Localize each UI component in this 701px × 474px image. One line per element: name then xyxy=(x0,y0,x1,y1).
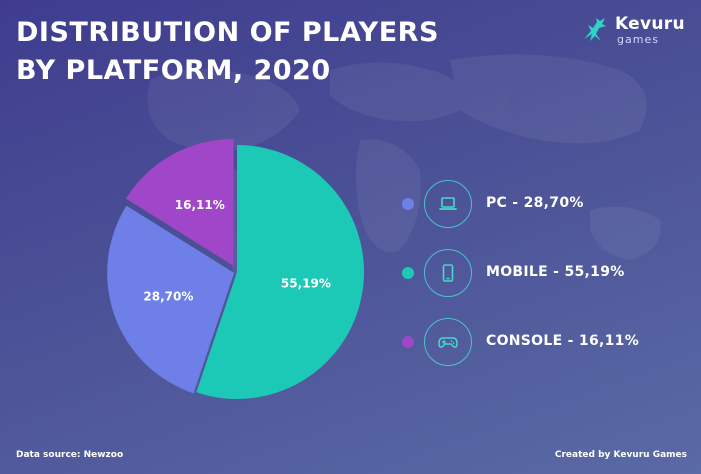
gamepad-icon xyxy=(438,337,458,348)
legend-label-pc: PC - 28,70% xyxy=(486,195,584,211)
legend-item-mobile: MOBILE - 55,19% xyxy=(402,249,662,297)
laptop-icon xyxy=(439,197,457,210)
kevuru-logo: Kevuru games xyxy=(579,14,685,50)
slice-label-console: 16,11% xyxy=(175,198,225,212)
slice-pc xyxy=(107,205,235,394)
legend-dot-mobile xyxy=(402,267,414,279)
smartphone-icon xyxy=(442,264,454,282)
legend-dot-console xyxy=(402,336,414,348)
legend-label-mobile: MOBILE - 55,19% xyxy=(486,264,625,280)
legend-label-console: CONSOLE - 16,11% xyxy=(486,333,640,349)
slice-label-pc: 28,70% xyxy=(143,290,193,304)
page-title: DISTRIBUTION OF PLAYERS BY PLATFORM, 202… xyxy=(16,17,439,86)
slice-console xyxy=(125,138,234,266)
legend-icon-ring xyxy=(424,318,472,366)
slice-label-mobile: 55,19% xyxy=(281,276,331,290)
data-source-note: Data source: Newzoo xyxy=(16,450,124,460)
legend-item-console: CONSOLE - 16,11% xyxy=(402,318,662,366)
legend-dot-pc xyxy=(402,198,414,210)
logo-subtitle: games xyxy=(617,33,659,46)
legend-item-pc: PC - 28,70% xyxy=(402,180,662,228)
credit-note: Created by Kevuru Games xyxy=(554,450,687,460)
legend-icon-ring xyxy=(424,249,472,297)
slice-mobile xyxy=(196,145,365,399)
logo-name: Kevuru xyxy=(615,14,685,34)
deer-icon xyxy=(584,18,606,41)
legend-icon-ring xyxy=(424,180,472,228)
